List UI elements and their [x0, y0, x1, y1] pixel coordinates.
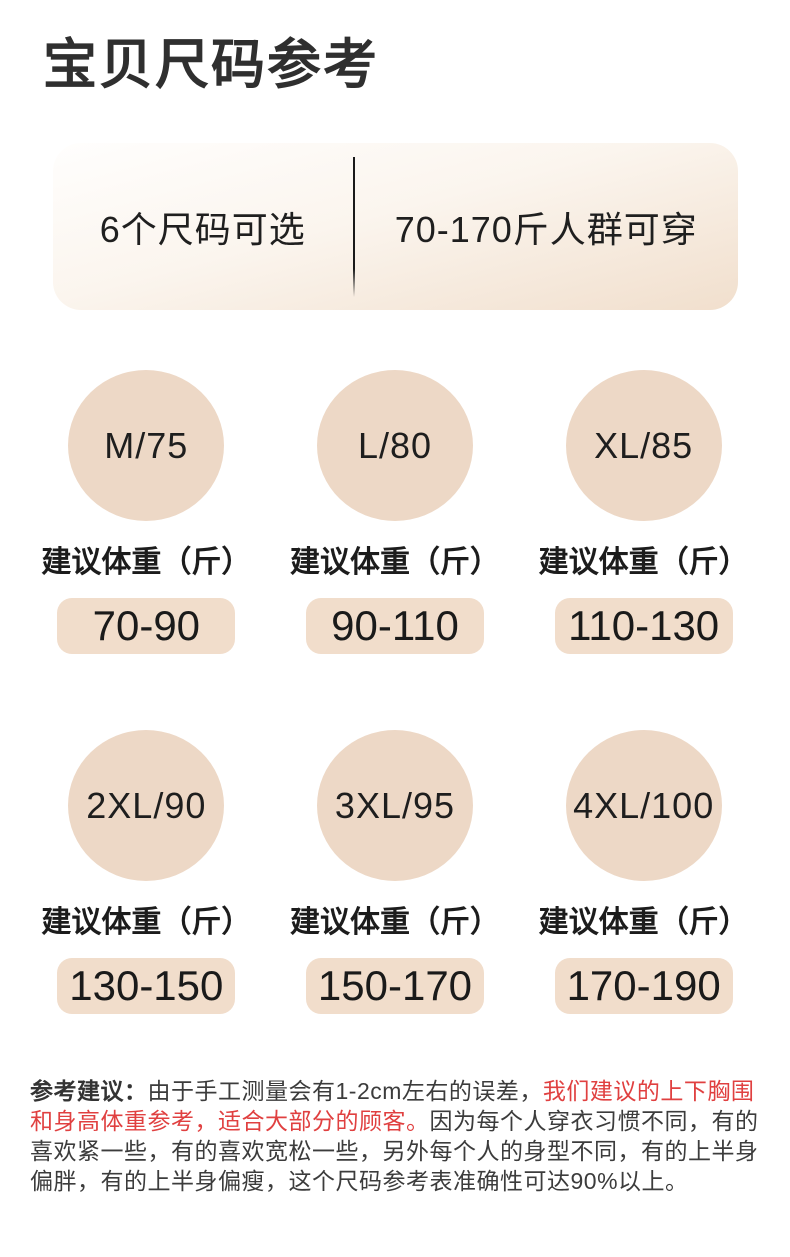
note-line: 喜欢紧一些，有的喜欢宽松一些，另外每个人的身型不同，有的上半身	[30, 1136, 764, 1166]
page-title: 宝贝尺码参考	[43, 35, 379, 95]
size-card-m75: M/75 建议体重（斤） 70-90	[22, 370, 271, 654]
note-text-black: 因为每个人穿衣习惯不同，有的	[429, 1108, 759, 1134]
size-card-4xl100: 4XL/100 建议体重（斤） 170-190	[519, 730, 768, 1014]
size-card-3xl95: 3XL/95 建议体重（斤） 150-170	[271, 730, 520, 1014]
size-circle-label: M/75	[104, 424, 189, 466]
weight-range-badge: 130-150	[57, 958, 236, 1014]
note-text-black: 偏胖，有的上半身偏瘦，这个尺码参考表准确性可达90%以上。	[30, 1168, 689, 1194]
size-count-label: 6个尺码可选	[99, 208, 306, 250]
size-card-xl85: XL/85 建议体重（斤） 110-130	[519, 370, 768, 654]
vertical-divider	[353, 156, 356, 297]
size-card-l80: L/80 建议体重（斤） 90-110	[271, 370, 520, 654]
note-text-black: 喜欢紧一些，有的喜欢宽松一些，另外每个人的身型不同，有的上半身	[30, 1138, 759, 1164]
size-grid: M/75 建议体重（斤） 70-90 L/80 建议体重（斤） 90-110 X…	[22, 370, 768, 1014]
weight-range-badge: 110-130	[554, 598, 733, 654]
weight-range-badge: 70-90	[57, 598, 236, 654]
size-circle-label: L/80	[357, 424, 433, 466]
size-circle-label: 3XL/95	[334, 784, 456, 826]
weight-title-label: 建议体重（斤）	[289, 546, 500, 579]
weight-title-label: 建议体重（斤）	[41, 906, 252, 939]
weight-range-badge: 170-190	[554, 958, 733, 1014]
weight-capacity-label: 70-170斤人群可穿	[394, 208, 698, 250]
note-line: 和身高体重参考，适合大部分的顾客。因为每个人穿衣习惯不同，有的	[30, 1106, 764, 1136]
size-circle-label: 4XL/100	[573, 784, 715, 826]
weight-range-badge: 90-110	[305, 598, 484, 654]
size-circle: M/75	[68, 370, 225, 521]
size-circle: 3XL/95	[316, 730, 473, 881]
weight-title-label: 建议体重（斤）	[41, 546, 252, 579]
note-line: 参考建议：由于手工测量会有1-2cm左右的误差，我们建议的上下胸围	[30, 1076, 764, 1106]
size-reference-page: 宝贝尺码参考 6个尺码可选 70-170斤人群可穿 M/75 建议体重（斤） 7…	[0, 34, 790, 1257]
size-summary-box: 6个尺码可选 70-170斤人群可穿	[52, 143, 738, 310]
weight-range-badge: 150-170	[305, 958, 484, 1014]
note-paragraph: 参考建议：由于手工测量会有1-2cm左右的误差，我们建议的上下胸围 和身高体重参…	[30, 1076, 764, 1196]
size-circle: XL/85	[565, 370, 722, 521]
note-prefix: 参考建议：	[30, 1078, 148, 1104]
note-text-red: 我们建议的上下胸围	[542, 1078, 755, 1104]
size-circle: 2XL/90	[68, 730, 225, 881]
size-circle: 4XL/100	[565, 730, 722, 881]
size-circle-label: 2XL/90	[86, 784, 207, 826]
size-circle: L/80	[316, 370, 473, 521]
note-text-black: 由于手工测量会有1-2cm左右的误差，	[147, 1078, 543, 1104]
weight-title-label: 建议体重（斤）	[538, 906, 749, 939]
weight-title-label: 建议体重（斤）	[538, 546, 749, 579]
size-circle-label: XL/85	[594, 424, 694, 466]
weight-title-label: 建议体重（斤）	[289, 906, 500, 939]
note-line: 偏胖，有的上半身偏瘦，这个尺码参考表准确性可达90%以上。	[30, 1166, 764, 1196]
size-card-2xl90: 2XL/90 建议体重（斤） 130-150	[22, 730, 271, 1014]
note-text-red: 和身高体重参考，适合大部分的顾客。	[30, 1108, 430, 1134]
